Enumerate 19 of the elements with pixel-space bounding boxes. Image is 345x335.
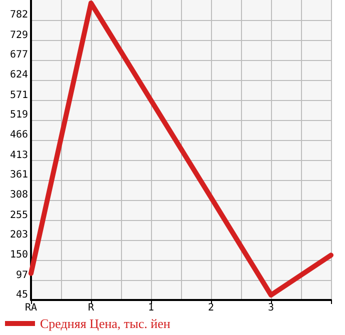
y-tick-label: 97 — [16, 270, 28, 281]
y-tick-label: 782 — [10, 10, 28, 21]
y-tick-label: 466 — [10, 130, 28, 141]
y-tick-label: 203 — [10, 230, 28, 240]
y-tick-label: 677 — [10, 50, 28, 60]
y-tick-label: 729 — [10, 30, 28, 41]
y-tick-label: 413 — [10, 150, 28, 161]
y-tick-label: 361 — [10, 170, 28, 180]
x-tick-label: 1 — [148, 302, 154, 314]
x-tick-label: RA — [24, 302, 38, 314]
x-tick-label: R — [88, 302, 95, 314]
y-tick-label: 45 — [16, 290, 28, 300]
y-tick-label: 150 — [10, 250, 28, 261]
y-tick-label: 255 — [10, 210, 28, 221]
legend-label: Средняя Цена, тыс. йен — [40, 316, 170, 331]
y-tick-label: 308 — [10, 190, 28, 201]
y-tick-label: 519 — [10, 110, 28, 120]
y-tick-label: 624 — [10, 70, 28, 81]
y-tick-label: 571 — [10, 90, 28, 101]
